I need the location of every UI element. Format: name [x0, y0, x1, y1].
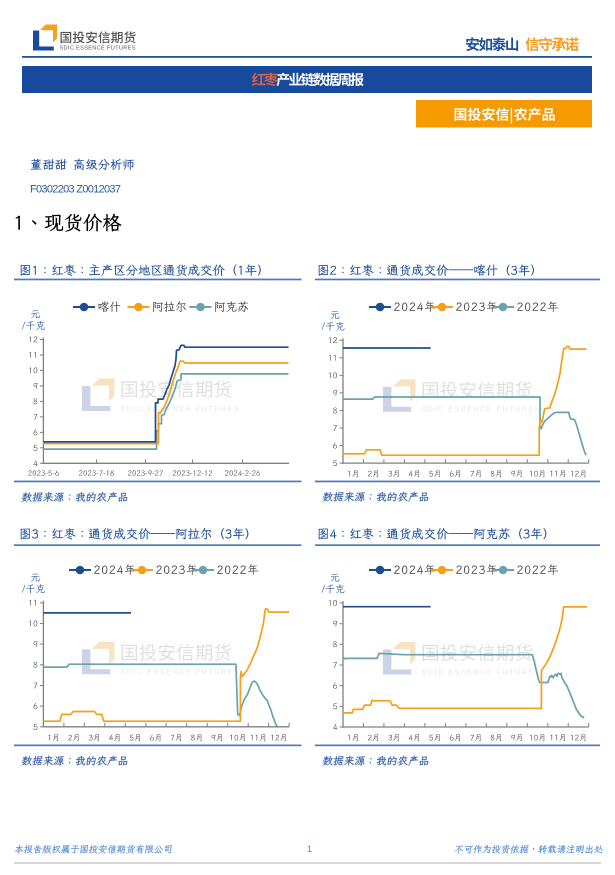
- svg-text:SDIC ESSENCE FUTURES: SDIC ESSENCE FUTURES: [121, 406, 241, 413]
- svg-text:1: 1: [307, 844, 312, 854]
- svg-text:SDIC ESSENCE FUTURES: SDIC ESSENCE FUTURES: [60, 45, 136, 51]
- svg-text:SDIC ESSENCE FUTURES: SDIC ESSENCE FUTURES: [121, 669, 241, 676]
- svg-text:SDIC ESSENCE FUTURES: SDIC ESSENCE FUTURES: [422, 669, 542, 676]
- svg-text:SDIC ESSENCE FUTURES: SDIC ESSENCE FUTURES: [422, 407, 542, 414]
- svg-text:F0302203 Z0012037: F0302203 Z0012037: [30, 184, 121, 196]
